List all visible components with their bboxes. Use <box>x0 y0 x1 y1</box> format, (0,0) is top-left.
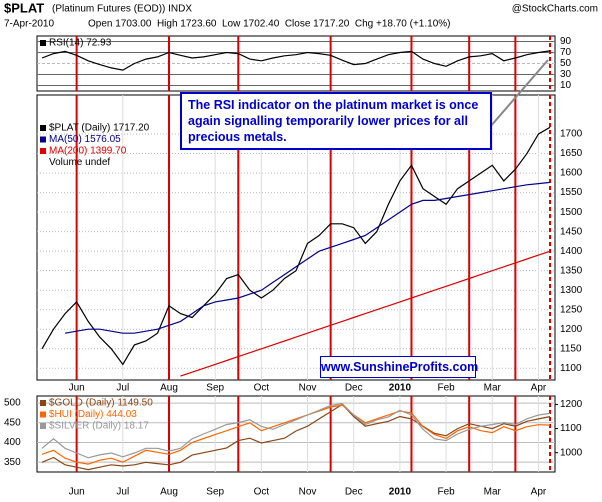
y-tick-label: 1550 <box>560 187 583 198</box>
series-line <box>41 404 551 465</box>
y2-tick-label: 1100 <box>560 423 582 434</box>
y-tick-label: 1350 <box>560 265 583 276</box>
x-tick-label: 2010 <box>389 487 412 498</box>
x-tick-label: Nov <box>299 487 317 498</box>
source: @StockCharts.com <box>512 4 598 15</box>
y-tick-label: 1400 <box>560 246 583 257</box>
legend-swatch <box>40 411 46 418</box>
y-tick-label: 50 <box>560 58 572 69</box>
series-line <box>41 126 551 366</box>
y-tick-label: 1700 <box>560 129 583 140</box>
x-tick-label: Nov <box>299 383 317 394</box>
y2-tick-label: 1200 <box>560 399 583 410</box>
y2-tick-label: 1000 <box>560 447 583 458</box>
arrow <box>489 59 549 128</box>
y-tick-label: 350 <box>4 457 21 468</box>
x-tick-label: Dec <box>345 487 363 498</box>
x-tick-label: Feb <box>437 487 455 498</box>
y-tick-label: 500 <box>4 398 21 409</box>
x-tick-label: Dec <box>345 383 363 394</box>
x-tick-label: 2010 <box>389 383 412 394</box>
legend-label: MA(200) 1399.70 <box>49 146 127 157</box>
x-tick-label: Jul <box>116 487 129 498</box>
y-tick-label: 30 <box>560 69 572 80</box>
x-tick-label: Feb <box>437 383 455 394</box>
date: 7-Apr-2010 <box>4 19 54 30</box>
legend-label: RSI(14) 72.93 <box>49 38 112 49</box>
x-tick-label: Sep <box>206 383 224 394</box>
symbol: $PLAT <box>4 0 44 15</box>
y-tick-label: 1100 <box>560 363 582 374</box>
x-tick-label: Jun <box>69 383 85 394</box>
y-tick-label: 450 <box>4 417 21 428</box>
x-tick-label: Jun <box>69 487 85 498</box>
x-tick-label: Mar <box>484 383 502 394</box>
legend-label: $GOLD (Daily) 1149.50 <box>49 398 153 409</box>
y-tick-label: 1650 <box>560 148 583 159</box>
legend-swatch <box>40 423 46 429</box>
legend-note: Volume undef <box>49 157 110 168</box>
x-tick-label: Apr <box>531 487 547 498</box>
series-line <box>64 181 551 334</box>
x-tick-label: Oct <box>254 383 270 394</box>
y-tick-label: 1150 <box>560 343 582 354</box>
watermark: www.SunshineProfits.com <box>320 356 478 378</box>
y-tick-label: 1300 <box>560 285 583 296</box>
legend-label: MA(50) 1576.05 <box>49 134 121 145</box>
y-tick-label: 400 <box>4 437 21 448</box>
y-tick-label: 1200 <box>560 324 583 335</box>
x-tick-label: Mar <box>484 487 502 498</box>
legend-swatch <box>40 400 46 406</box>
series-line <box>41 50 551 71</box>
y-tick-label: 1250 <box>560 304 583 315</box>
name: (Platinum Futures (EOD)) INDX <box>52 4 192 15</box>
x-tick-label: Sep <box>206 487 224 498</box>
x-tick-label: Apr <box>531 383 547 394</box>
y-tick-label: 1500 <box>560 207 583 218</box>
legend-label: $HUI (Daily) 444.03 <box>49 409 137 420</box>
legend-swatch <box>40 136 46 143</box>
legend-label: $SILVER (Daily) 18.17 <box>49 421 149 432</box>
series-line <box>180 250 551 377</box>
y-tick-label: 10 <box>560 80 572 91</box>
y-tick-label: 1600 <box>560 168 583 179</box>
series-line <box>41 402 551 459</box>
legend-swatch <box>40 125 46 131</box>
x-tick-label: Jul <box>116 383 129 394</box>
y-tick-label: 70 <box>560 47 572 58</box>
y-tick-label: 90 <box>560 36 572 47</box>
legend-label: $PLAT (Daily) 1717.20 <box>49 123 150 134</box>
legend-swatch <box>40 148 46 154</box>
x-tick-label: Oct <box>254 487 270 498</box>
x-tick-label: Aug <box>160 487 178 498</box>
x-tick-label: Aug <box>160 383 178 394</box>
y-tick-label: 1450 <box>560 226 583 237</box>
legend-swatch <box>40 40 46 46</box>
quote: Open 1703.00 High 1723.60 Low 1702.40 Cl… <box>88 19 451 30</box>
series-line <box>41 403 551 471</box>
annotation: The RSI indicator on the platinum market… <box>180 92 492 150</box>
